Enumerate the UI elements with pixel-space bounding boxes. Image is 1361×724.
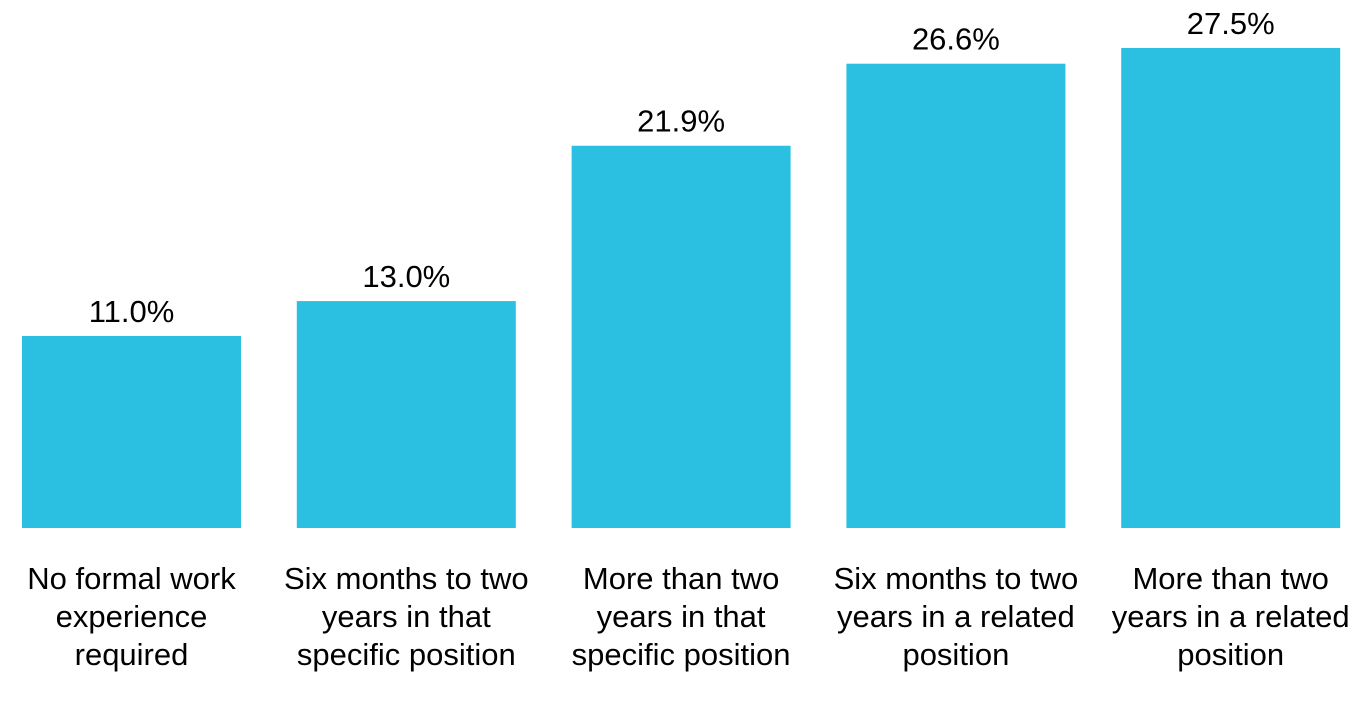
category-label: More than two years in that specific pos… [571,561,791,672]
bar [296,301,516,528]
category-label: More than two years in a related positio… [1111,561,1350,672]
value-label: 21.9% [637,104,725,139]
bar [22,336,241,528]
value-label: 13.0% [362,259,450,294]
bar [1121,48,1341,528]
bar [571,145,791,528]
value-label: 27.5% [1187,6,1275,41]
category-label: Six months to two years in that specific… [283,561,529,672]
category-label: No formal work experience required [27,561,236,672]
bar [846,63,1066,528]
value-label: 26.6% [912,22,1000,57]
value-label: 11.0% [89,294,175,329]
category-label: Six months to two years in a related pos… [833,561,1079,672]
